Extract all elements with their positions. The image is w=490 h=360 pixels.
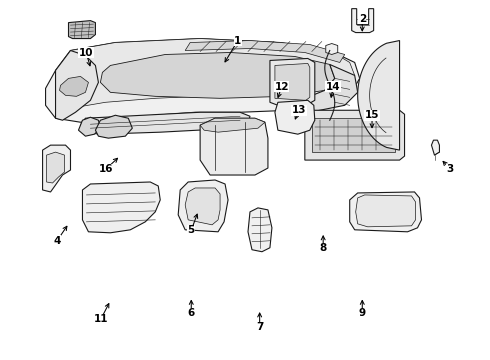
Polygon shape [55, 39, 355, 108]
Polygon shape [43, 145, 71, 192]
Polygon shape [275, 100, 315, 134]
Polygon shape [55, 50, 98, 120]
Polygon shape [352, 9, 374, 32]
Text: 6: 6 [188, 309, 195, 318]
Polygon shape [326, 44, 338, 54]
Text: 2: 2 [359, 14, 366, 24]
Text: 13: 13 [292, 105, 306, 115]
Polygon shape [178, 180, 228, 232]
Text: 10: 10 [79, 48, 94, 58]
Text: 8: 8 [319, 243, 327, 253]
Polygon shape [200, 118, 268, 175]
Polygon shape [69, 21, 96, 39]
Polygon shape [100, 53, 335, 98]
Polygon shape [47, 152, 65, 183]
Polygon shape [78, 117, 100, 136]
Polygon shape [305, 110, 405, 160]
Text: 14: 14 [326, 82, 340, 92]
Text: 9: 9 [359, 309, 366, 318]
Text: 16: 16 [98, 164, 113, 174]
Polygon shape [350, 192, 421, 232]
Text: 1: 1 [234, 36, 241, 46]
Text: 12: 12 [274, 82, 289, 92]
Polygon shape [80, 112, 250, 134]
Polygon shape [356, 195, 416, 227]
Polygon shape [185, 188, 220, 225]
Text: 7: 7 [256, 322, 263, 332]
Polygon shape [96, 115, 132, 138]
Polygon shape [46, 39, 360, 122]
Text: 5: 5 [188, 225, 195, 235]
Text: 4: 4 [53, 236, 61, 246]
Polygon shape [82, 182, 160, 233]
Polygon shape [200, 118, 265, 132]
Polygon shape [275, 63, 310, 100]
Polygon shape [270, 58, 315, 105]
Polygon shape [358, 41, 399, 150]
Polygon shape [248, 208, 272, 252]
Polygon shape [432, 140, 440, 155]
Text: 3: 3 [446, 164, 454, 174]
Polygon shape [59, 76, 89, 96]
Polygon shape [312, 118, 394, 152]
Text: 15: 15 [365, 111, 379, 121]
Polygon shape [295, 64, 358, 112]
Polygon shape [185, 41, 345, 62]
Text: 11: 11 [94, 314, 108, 324]
